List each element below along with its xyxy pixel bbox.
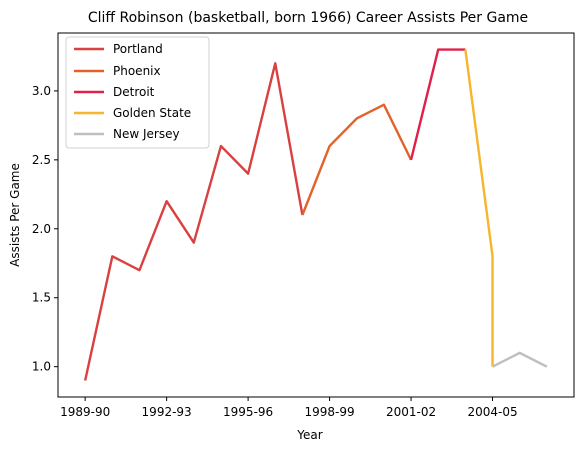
series-line-golden-state — [464, 49, 494, 367]
x-tick-label: 1989-90 — [60, 405, 110, 419]
x-axis-label: Year — [296, 428, 322, 442]
x-tick-label: 2001-02 — [386, 405, 436, 419]
legend: Portland Phoenix Detroit Golden State Ne… — [65, 36, 210, 149]
y-tick-label: 3.0 — [32, 84, 51, 98]
series-line-detroit — [409, 48, 466, 161]
y-tick-label: 1.5 — [32, 291, 51, 305]
y-axis-label: Assists Per Game — [8, 163, 22, 267]
legend-label-detroit: Detroit — [113, 85, 155, 99]
legend-label-phoenix: Phoenix — [113, 64, 161, 78]
plot-frame — [57, 32, 575, 398]
x-tick-label: 2004-05 — [467, 405, 517, 419]
x-tick-label: 1992-93 — [142, 405, 192, 419]
legend-label-golden-state: Golden State — [113, 106, 191, 120]
x-tick-label: 1995-96 — [223, 405, 273, 419]
legend-box — [65, 36, 210, 149]
x-tick-label: 1998-99 — [305, 405, 355, 419]
legend-label-portland: Portland — [113, 42, 163, 56]
series-line-phoenix — [301, 103, 413, 216]
x-axis-ticks: 1989-90 1992-93 1995-96 1998-99 2001-02 2004-… — [60, 397, 518, 419]
y-tick-label: 1.0 — [32, 360, 51, 374]
series-lines — [83, 48, 548, 381]
series-line-portland — [83, 62, 304, 381]
y-tick-label: 2.0 — [32, 222, 51, 236]
legend-label-new-jersey: New Jersey — [113, 127, 180, 141]
series-line-new-jersey — [491, 351, 548, 368]
y-axis-ticks: 1.0 1.5 2.0 2.5 3.0 — [32, 84, 58, 374]
y-tick-label: 2.5 — [32, 153, 51, 167]
chart-title: Cliff Robinson (basketball, born 1966) C… — [88, 10, 528, 26]
